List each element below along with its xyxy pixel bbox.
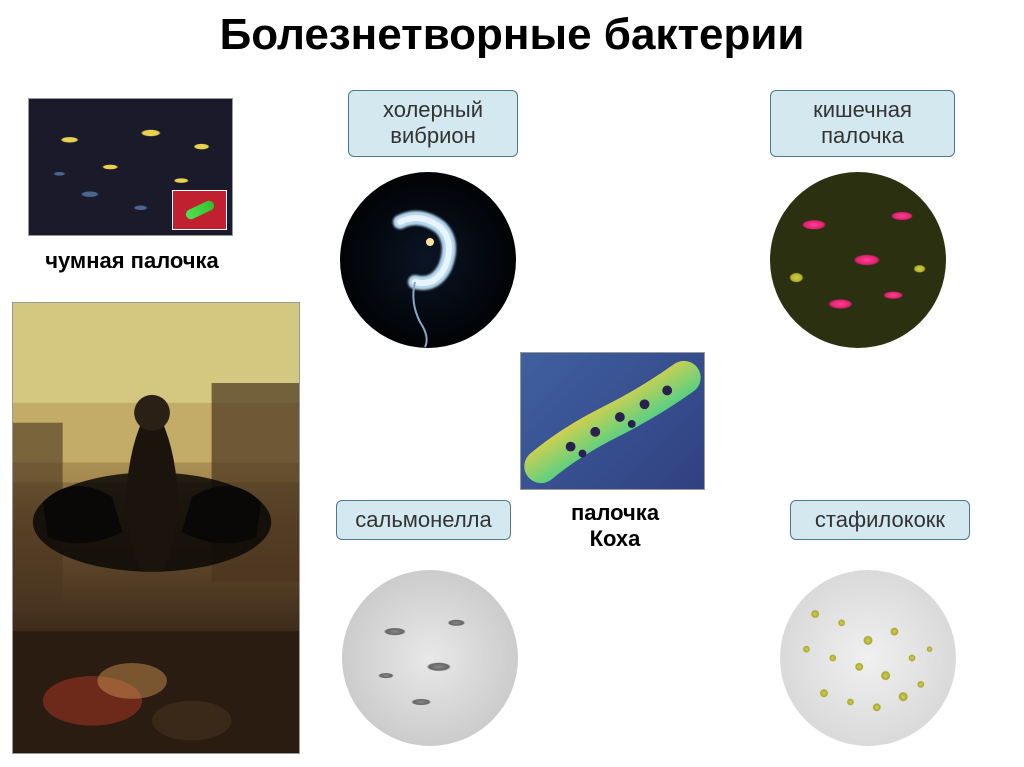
label-staph-text: стафилококк (815, 507, 945, 532)
label-vibrio: холерныйвибрион (348, 90, 518, 157)
image-salmonella (342, 570, 518, 746)
label-salmonella-text: сальмонелла (355, 507, 491, 532)
label-ecoli-text: кишечнаяпалочка (813, 97, 912, 148)
label-plague: чумная палочка (32, 248, 232, 274)
image-plague-painting (12, 302, 300, 754)
label-plague-text: чумная палочка (45, 248, 219, 273)
label-koch-text: палочкаКоха (571, 500, 659, 551)
label-salmonella: сальмонелла (336, 500, 511, 540)
label-koch: палочкаКоха (555, 500, 675, 553)
image-plague-inset (172, 190, 227, 230)
label-ecoli: кишечнаяпалочка (770, 90, 955, 157)
label-vibrio-text: холерныйвибрион (383, 97, 483, 148)
image-koch (520, 352, 705, 490)
image-vibrio (340, 172, 516, 348)
label-staph: стафилококк (790, 500, 970, 540)
image-ecoli (770, 172, 946, 348)
image-staph (780, 570, 956, 746)
page-title: Болезнетворные бактерии (0, 0, 1024, 60)
image-plague-bacilli (28, 98, 233, 236)
